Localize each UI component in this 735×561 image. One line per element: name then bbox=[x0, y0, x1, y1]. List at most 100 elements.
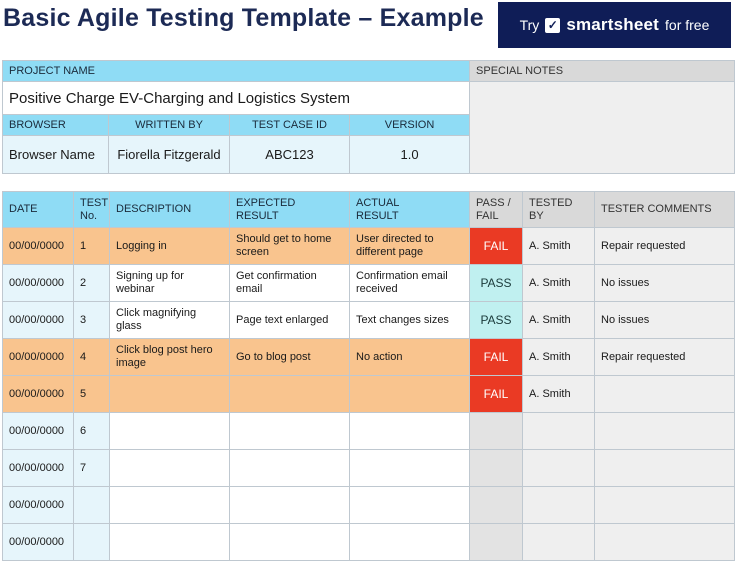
description-cell[interactable] bbox=[109, 412, 230, 450]
pass-fail-cell[interactable]: PASS bbox=[469, 264, 523, 302]
actual-result-cell[interactable]: Text changes sizes bbox=[349, 301, 470, 339]
pass-fail-cell[interactable]: FAIL bbox=[469, 338, 523, 376]
expected-result-cell[interactable] bbox=[229, 449, 350, 487]
date-cell[interactable]: 00/00/0000 bbox=[2, 449, 74, 487]
table-header-row: DATE TEST No. DESCRIPTION EXPECTED RESULT … bbox=[2, 191, 735, 228]
test-number-cell[interactable]: 6 bbox=[73, 412, 110, 450]
test-case-id-label: TEST CASE ID bbox=[229, 114, 350, 136]
date-cell[interactable]: 00/00/0000 bbox=[2, 486, 74, 524]
expected-result-cell[interactable]: Get confirmation email bbox=[229, 264, 350, 302]
test-number-cell[interactable]: 5 bbox=[73, 375, 110, 413]
actual-result-cell[interactable] bbox=[349, 449, 470, 487]
expected-result-cell[interactable] bbox=[229, 375, 350, 413]
column-header-description: DESCRIPTION bbox=[109, 191, 230, 228]
page-title: Basic Agile Testing Template – Example bbox=[3, 4, 484, 32]
description-cell[interactable]: Click magnifying glass bbox=[109, 301, 230, 339]
tester-comments-cell[interactable]: No issues bbox=[594, 264, 735, 302]
description-cell[interactable]: Click blog post hero image bbox=[109, 338, 230, 376]
tested-by-cell[interactable]: A. Smith bbox=[522, 301, 595, 339]
tester-comments-cell[interactable]: No issues bbox=[594, 301, 735, 339]
actual-result-cell[interactable]: User directed to different page bbox=[349, 227, 470, 265]
pass-fail-cell[interactable]: FAIL bbox=[469, 375, 523, 413]
column-header-test-no: TEST No. bbox=[73, 191, 110, 228]
column-header-expected-result: EXPECTED RESULT bbox=[229, 191, 350, 228]
column-header-tested-by: TESTED BY bbox=[522, 191, 595, 228]
tested-by-cell[interactable] bbox=[522, 449, 595, 487]
date-cell[interactable]: 00/00/0000 bbox=[2, 227, 74, 265]
tester-comments-cell[interactable] bbox=[594, 523, 735, 561]
actual-result-cell[interactable] bbox=[349, 412, 470, 450]
tested-by-cell[interactable]: A. Smith bbox=[522, 227, 595, 265]
test-number-cell[interactable]: 1 bbox=[73, 227, 110, 265]
description-cell[interactable] bbox=[109, 375, 230, 413]
smartsheet-banner-link[interactable]: Try ✓ smartsheet for free bbox=[498, 2, 731, 48]
date-cell[interactable]: 00/00/0000 bbox=[2, 338, 74, 376]
table-row: 00/00/0000 4 Click blog post hero image Go … bbox=[2, 338, 735, 376]
column-header-tester-comments: TESTER COMMENTS bbox=[594, 191, 735, 228]
tested-by-cell[interactable]: A. Smith bbox=[522, 375, 595, 413]
special-notes-field[interactable] bbox=[469, 81, 735, 174]
column-header-actual-result: ACTUAL RESULT bbox=[349, 191, 470, 228]
table-row: 00/00/0000 7 bbox=[2, 449, 735, 487]
tester-comments-cell[interactable] bbox=[594, 412, 735, 450]
test-number-cell[interactable] bbox=[73, 523, 110, 561]
description-cell[interactable] bbox=[109, 486, 230, 524]
tester-comments-cell[interactable] bbox=[594, 449, 735, 487]
project-name-value[interactable]: Positive Charge EV-Charging and Logistic… bbox=[1, 81, 471, 115]
actual-result-cell[interactable] bbox=[349, 486, 470, 524]
expected-result-cell[interactable] bbox=[229, 486, 350, 524]
version-value[interactable]: 1.0 bbox=[348, 135, 471, 174]
written-by-value[interactable]: Fiorella Fitzgerald bbox=[108, 135, 230, 174]
date-cell[interactable]: 00/00/0000 bbox=[2, 301, 74, 339]
table-row: 00/00/0000 3 Click magnifying glass Page te… bbox=[2, 301, 735, 339]
date-cell[interactable]: 00/00/0000 bbox=[2, 523, 74, 561]
expected-result-cell[interactable]: Should get to home screen bbox=[229, 227, 350, 265]
banner-suffix: for free bbox=[665, 17, 710, 33]
tested-by-cell[interactable]: A. Smith bbox=[522, 338, 595, 376]
pass-fail-cell[interactable] bbox=[469, 449, 523, 487]
date-cell[interactable]: 00/00/0000 bbox=[2, 412, 74, 450]
actual-result-cell[interactable] bbox=[349, 375, 470, 413]
table-row: 00/00/0000 5 FAIL A. Smith bbox=[2, 375, 735, 413]
date-cell[interactable]: 00/00/0000 bbox=[2, 375, 74, 413]
test-number-cell[interactable] bbox=[73, 486, 110, 524]
pass-fail-cell[interactable]: PASS bbox=[469, 301, 523, 339]
expected-result-cell[interactable]: Go to blog post bbox=[229, 338, 350, 376]
description-cell[interactable] bbox=[109, 449, 230, 487]
test-number-cell[interactable]: 7 bbox=[73, 449, 110, 487]
test-cases-table: DATE TEST No. DESCRIPTION EXPECTED RESULT … bbox=[2, 191, 735, 561]
table-row: 00/00/0000 1 Logging in Should get to home … bbox=[2, 227, 735, 265]
pass-fail-cell[interactable] bbox=[469, 523, 523, 561]
tester-comments-cell[interactable] bbox=[594, 486, 735, 524]
pass-fail-cell[interactable] bbox=[469, 412, 523, 450]
description-cell[interactable]: Logging in bbox=[109, 227, 230, 265]
smartsheet-logo-icon: ✓ bbox=[545, 17, 561, 33]
description-cell[interactable] bbox=[109, 523, 230, 561]
pass-fail-cell[interactable]: FAIL bbox=[469, 227, 523, 265]
banner-prefix: Try bbox=[519, 17, 540, 33]
date-cell[interactable]: 00/00/0000 bbox=[2, 264, 74, 302]
tested-by-cell[interactable] bbox=[522, 523, 595, 561]
browser-value[interactable]: Browser Name bbox=[2, 135, 109, 174]
actual-result-cell[interactable]: No action bbox=[349, 338, 470, 376]
tester-comments-cell[interactable] bbox=[594, 375, 735, 413]
tested-by-cell[interactable] bbox=[522, 412, 595, 450]
tested-by-cell[interactable]: A. Smith bbox=[522, 264, 595, 302]
version-label: VERSION bbox=[348, 114, 471, 136]
browser-label: BROWSER bbox=[2, 114, 109, 136]
description-cell[interactable]: Signing up for webinar bbox=[109, 264, 230, 302]
expected-result-cell[interactable] bbox=[229, 523, 350, 561]
test-number-cell[interactable]: 2 bbox=[73, 264, 110, 302]
test-number-cell[interactable]: 4 bbox=[73, 338, 110, 376]
expected-result-cell[interactable] bbox=[229, 412, 350, 450]
expected-result-cell[interactable]: Page text enlarged bbox=[229, 301, 350, 339]
special-notes-label: SPECIAL NOTES bbox=[469, 60, 735, 82]
actual-result-cell[interactable] bbox=[349, 523, 470, 561]
actual-result-cell[interactable]: Confirmation email received bbox=[349, 264, 470, 302]
test-number-cell[interactable]: 3 bbox=[73, 301, 110, 339]
pass-fail-cell[interactable] bbox=[469, 486, 523, 524]
tested-by-cell[interactable] bbox=[522, 486, 595, 524]
tester-comments-cell[interactable]: Repair requested bbox=[594, 338, 735, 376]
tester-comments-cell[interactable]: Repair requested bbox=[594, 227, 735, 265]
test-case-id-value[interactable]: ABC123 bbox=[229, 135, 350, 174]
